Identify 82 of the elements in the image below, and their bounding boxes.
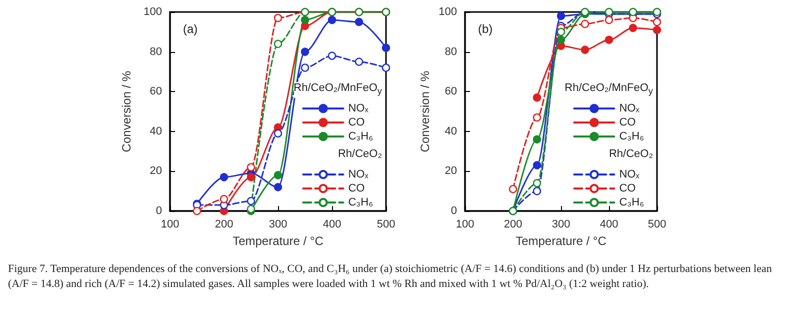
y-tick-label: 20: [444, 165, 457, 178]
x-tick-label: 100: [160, 218, 180, 230]
annotation: Rh/CeO₂: [338, 148, 382, 161]
point: [382, 44, 390, 52]
point: [274, 40, 282, 48]
legend-label: C₃H₆: [619, 130, 644, 142]
x-tick-label: 500: [648, 218, 666, 230]
x-tick-label: 300: [268, 218, 288, 230]
annotation: Rh/CeO₂: [608, 148, 653, 161]
legend-label: C₃H₆: [348, 130, 374, 142]
legend-label: NOₓ: [348, 102, 369, 114]
point: [300, 16, 310, 24]
annotation: Rh/CeO₂/MnFeO$_{y}$: [564, 82, 653, 98]
point: [246, 163, 256, 172]
point: [246, 196, 256, 206]
x-axis-title: Temperature / °C: [516, 234, 607, 248]
point: [652, 26, 662, 34]
point: [532, 113, 542, 122]
point: [604, 36, 614, 44]
x-tick-label: 300: [552, 218, 570, 230]
x-axis-title: Temperature / °C: [232, 234, 324, 248]
point: [300, 48, 310, 56]
point: [580, 20, 590, 28]
text: (b): [478, 22, 493, 36]
y-tick-label: 0: [156, 205, 162, 217]
point: [532, 161, 542, 170]
legend-label: NOₓ: [348, 168, 369, 180]
x-tick-label: 500: [376, 218, 396, 230]
annotation: Rh/CeO₂/MnFeO$_{y}$: [294, 82, 382, 98]
point: [532, 187, 542, 196]
point: [628, 24, 638, 32]
legend-label: CO: [348, 116, 366, 128]
point: [532, 93, 542, 102]
y-tick-label: 0: [450, 205, 457, 217]
legend-label: C₃H₆: [619, 196, 644, 208]
x-tick-label: 400: [322, 218, 342, 230]
legend-label: NOₓ: [619, 102, 640, 114]
caption: Figure 7. Temperature dependences of the conversions of NOₓ, CO, and C₃H₆ under (a) stoichiometric (A/F = 14.6) conditions and (b) under 1 Hz perturbations between lean (A/F = 14.8) and rich (A/F = 14.2) simulated gases. All samples were loaded with 1 wt % Rh and mixed with 1 wt % Pd/Al₂O₃ (1:2 weight ratio).: [8, 262, 773, 292]
point: [354, 58, 364, 66]
x-tick-label: 400: [600, 218, 618, 230]
legend-label: C₃H₆: [348, 196, 374, 208]
point: [328, 16, 336, 24]
point: [382, 64, 390, 72]
point: [532, 135, 542, 144]
point: [274, 183, 282, 192]
point: [220, 194, 228, 204]
x-tick-label: 200: [504, 218, 522, 230]
point: [274, 129, 282, 138]
y-tick-label: 80: [150, 46, 162, 58]
point: [354, 18, 364, 26]
legend-label: NOₓ: [619, 168, 640, 180]
y-tick-label: 60: [444, 86, 457, 98]
point: [274, 14, 282, 22]
point: [556, 12, 566, 20]
point: [556, 36, 566, 44]
point: [192, 206, 202, 216]
y-tick-label: 20: [150, 165, 162, 178]
legend-label: CO: [619, 116, 636, 128]
y-tick-label: 80: [444, 46, 457, 58]
point: [652, 18, 662, 26]
point: [274, 171, 282, 180]
point: [604, 16, 614, 24]
point: [532, 179, 542, 188]
point: [580, 46, 590, 54]
point: [508, 185, 518, 194]
y-tick-label: 100: [144, 6, 162, 18]
point: [220, 173, 228, 182]
point: [556, 28, 566, 36]
text: (a): [183, 22, 198, 36]
y-tick-label: 40: [444, 125, 457, 138]
y-tick-label: 100: [438, 6, 457, 18]
y-axis-title: Conversion / %: [418, 70, 432, 152]
y-tick-label: 40: [150, 125, 162, 138]
point: [328, 52, 336, 60]
y-axis-title: Conversion / %: [120, 70, 134, 152]
y-tick-label: 60: [150, 86, 162, 98]
legend-label: CO: [348, 182, 366, 194]
legend-label: CO: [619, 182, 636, 194]
x-tick-label: 100: [456, 218, 474, 230]
x-tick-label: 200: [214, 218, 234, 230]
point: [300, 64, 310, 72]
point: [246, 173, 256, 182]
